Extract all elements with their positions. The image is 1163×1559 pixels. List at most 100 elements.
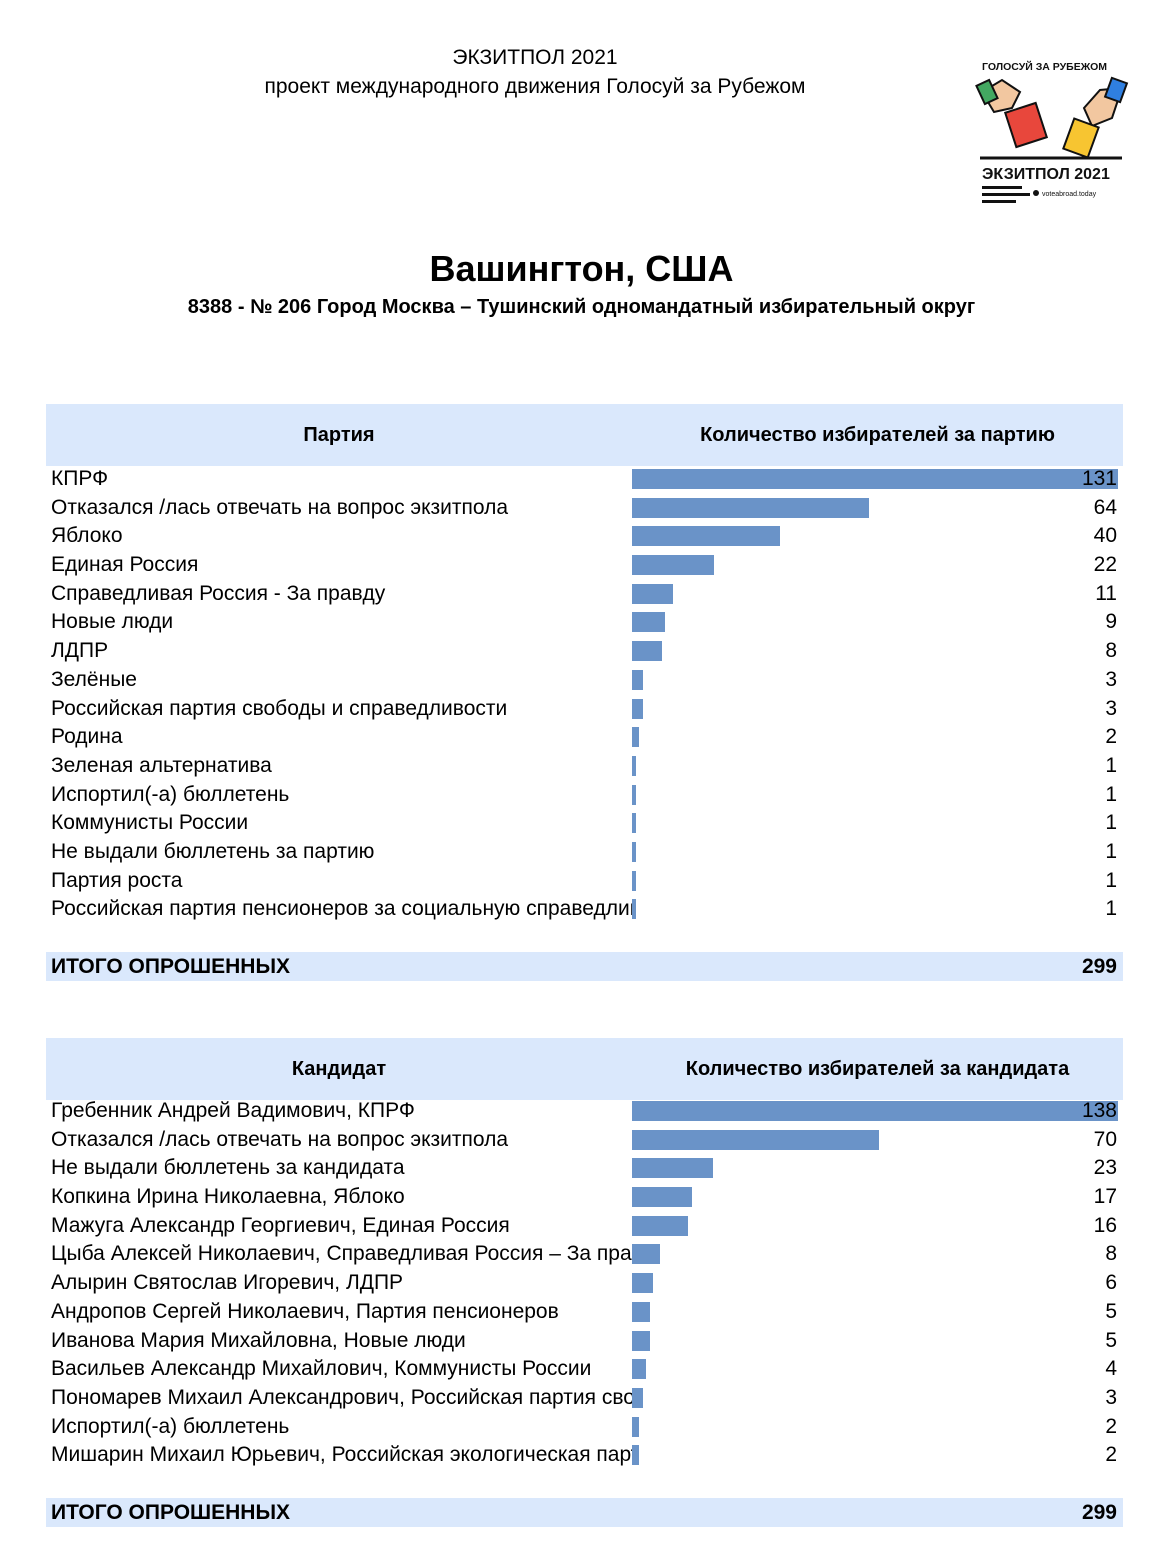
row-value: 8 xyxy=(1105,1242,1117,1266)
page-subtitle: 8388 - № 206 Город Москва – Тушинский од… xyxy=(187,296,976,318)
row-value: 40 xyxy=(1093,524,1117,548)
row-value: 1 xyxy=(1105,782,1117,806)
candidate-total-value: 299 xyxy=(1081,1501,1117,1524)
table-row: Андропов Сергей Николаевич, Партия пенси… xyxy=(46,1298,1123,1327)
row-bar xyxy=(632,727,640,748)
row-value: 22 xyxy=(1093,553,1117,577)
row-value: 11 xyxy=(1095,581,1117,605)
row-label: Справедливая Россия - За правду xyxy=(51,581,386,605)
candidate-table-header: Кандидат Количество избирателей за канди… xyxy=(46,1038,1123,1100)
row-label: Васильев Александр Михайлович, Коммунист… xyxy=(51,1357,592,1381)
table-row: Копкина Ирина Николаевна, Яблоко 17 xyxy=(46,1183,1123,1212)
row-label: Новые люди xyxy=(51,610,174,634)
candidate-total-row: ИТОГО ОПРОШЕННЫХ 299 xyxy=(46,1498,1123,1527)
table-row: Отказался /лась отвечать на вопрос экзит… xyxy=(46,1126,1123,1155)
row-label: Алырин Святослав Игоревич, ЛДПР xyxy=(51,1271,404,1295)
table-row: Справедливая Россия - За правду 11 xyxy=(46,580,1123,609)
row-bar xyxy=(632,1187,692,1208)
row-value: 131 xyxy=(1081,467,1117,490)
logo-top-text: ГОЛОСУЙ ЗА РУБЕЖОМ xyxy=(982,60,1107,73)
page-title: Вашингтон, США xyxy=(429,248,734,289)
row-value: 1 xyxy=(1105,811,1117,835)
row-bar xyxy=(632,669,644,690)
table-row: Иванова Мария Михайловна, Новые люди 5 xyxy=(46,1327,1123,1356)
row-bar xyxy=(632,497,870,518)
row-bar xyxy=(632,526,781,547)
table-row: Отказался /лась отвечать на вопрос экзит… xyxy=(46,494,1123,523)
table-row: Российская партия пенсионеров за социаль… xyxy=(46,895,1123,924)
row-value: 23 xyxy=(1093,1156,1117,1180)
row-label: Пономарев Михаил Александрович, Российск… xyxy=(51,1385,632,1409)
logo-site-text: voteabroad.today xyxy=(1042,191,1097,198)
row-label: Цыба Алексей Николаевич, Справедливая Ро… xyxy=(51,1242,632,1266)
row-value: 17 xyxy=(1093,1185,1117,1209)
row-bar xyxy=(632,698,644,719)
row-label: Российская партия пенсионеров за социаль… xyxy=(51,897,632,921)
candidate-votes-column-header: Количество избирателей за кандидата xyxy=(685,1058,1070,1080)
party-votes-column-header: Количество избирателей за партию xyxy=(700,424,1055,446)
table-row: Не выдали бюллетень за кандидата 23 xyxy=(46,1154,1123,1183)
row-value: 3 xyxy=(1105,696,1117,720)
party-total-label: ИТОГО ОПРОШЕННЫХ xyxy=(51,955,291,978)
table-row: Алырин Святослав Игоревич, ЛДПР 6 xyxy=(46,1269,1123,1298)
table-row: Цыба Алексей Николаевич, Справедливая Ро… xyxy=(46,1240,1123,1269)
row-label: Единая Россия xyxy=(51,553,199,577)
candidate-table-body: Гребенник Андрей Вадимович, КПРФ 138 Отказ… xyxy=(46,1097,1123,1470)
table-row: Новые люди 9 xyxy=(46,608,1123,637)
table-row: Гребенник Андрей Вадимович, КПРФ 138 xyxy=(46,1097,1123,1126)
exitpoll-logo: ГОЛОСУЙ ЗА РУБЕЖОМ ЭКЗИТПОЛ 2021 voteabr… xyxy=(975,60,1129,203)
row-bar xyxy=(632,1387,643,1408)
row-label: Не выдали бюллетень за кандидата xyxy=(51,1156,405,1180)
row-label: Зеленая альтернатива xyxy=(51,753,272,777)
row-bar xyxy=(632,1301,650,1322)
table-row: Партия роста 1 xyxy=(46,867,1123,896)
row-bar xyxy=(632,1101,1118,1121)
row-label: Отказался /лась отвечать на вопрос экзит… xyxy=(51,1127,509,1151)
yellow-ballot-icon xyxy=(1062,117,1100,159)
report-header-line2: проект международного движения Голосуй з… xyxy=(264,75,806,98)
table-row: Мажуга Александр Георгиевич, Единая Росс… xyxy=(46,1212,1123,1241)
row-value: 5 xyxy=(1105,1299,1117,1323)
table-row: Зеленая альтернатива 1 xyxy=(46,752,1123,781)
row-label: Копкина Ирина Николаевна, Яблоко xyxy=(51,1185,405,1209)
report-header-line1: ЭКЗИТПОЛ 2021 xyxy=(452,46,618,69)
row-value: 5 xyxy=(1105,1328,1117,1352)
row-value: 138 xyxy=(1081,1099,1117,1122)
row-bar xyxy=(632,899,636,920)
row-bar xyxy=(632,1158,713,1179)
candidate-total-label: ИТОГО ОПРОШЕННЫХ xyxy=(51,1501,291,1524)
row-value: 1 xyxy=(1105,897,1117,921)
row-label: Партия роста xyxy=(51,868,183,892)
row-value: 4 xyxy=(1105,1357,1117,1381)
table-row: Российская партия свободы и справедливос… xyxy=(46,695,1123,724)
row-bar xyxy=(632,555,714,576)
logo-main-text: ЭКЗИТПОЛ 2021 xyxy=(982,166,1110,183)
table-row: Единая Россия 22 xyxy=(46,551,1123,580)
row-bar xyxy=(632,841,636,862)
party-table-body: КПРФ 131 Отказался /лась отвечать на вопро… xyxy=(46,465,1123,924)
row-value: 2 xyxy=(1105,1443,1117,1467)
table-row: Васильев Александр Михайлович, Коммунист… xyxy=(46,1355,1123,1384)
row-label: Испортил(-а) бюллетень xyxy=(51,782,290,806)
row-label: Зелёные xyxy=(51,667,137,691)
row-label: ЛДПР xyxy=(51,639,109,663)
table-row: Не выдали бюллетень за партию 1 xyxy=(46,838,1123,867)
table-row: Яблоко 40 xyxy=(46,522,1123,551)
row-label: Испортил(-а) бюллетень xyxy=(51,1414,290,1438)
row-label: Мишарин Михаил Юрьевич, Российская эколо… xyxy=(51,1443,632,1467)
row-label: Андропов Сергей Николаевич, Партия пенси… xyxy=(51,1299,559,1323)
row-label: КПРФ xyxy=(51,467,109,490)
row-bar xyxy=(632,1330,650,1351)
row-label: Иванова Мария Михайловна, Новые люди xyxy=(51,1328,466,1352)
row-label: Не выдали бюллетень за партию xyxy=(51,839,375,863)
row-bar xyxy=(632,1416,640,1437)
table-row: ЛДПР 8 xyxy=(46,637,1123,666)
row-bar xyxy=(632,784,636,805)
row-bar xyxy=(632,813,636,834)
row-bar xyxy=(632,1359,647,1380)
row-value: 1 xyxy=(1105,868,1117,892)
row-value: 3 xyxy=(1105,667,1117,691)
table-row: Испортил(-а) бюллетень 1 xyxy=(46,781,1123,810)
row-bar xyxy=(632,1129,879,1150)
row-bar xyxy=(632,641,662,662)
